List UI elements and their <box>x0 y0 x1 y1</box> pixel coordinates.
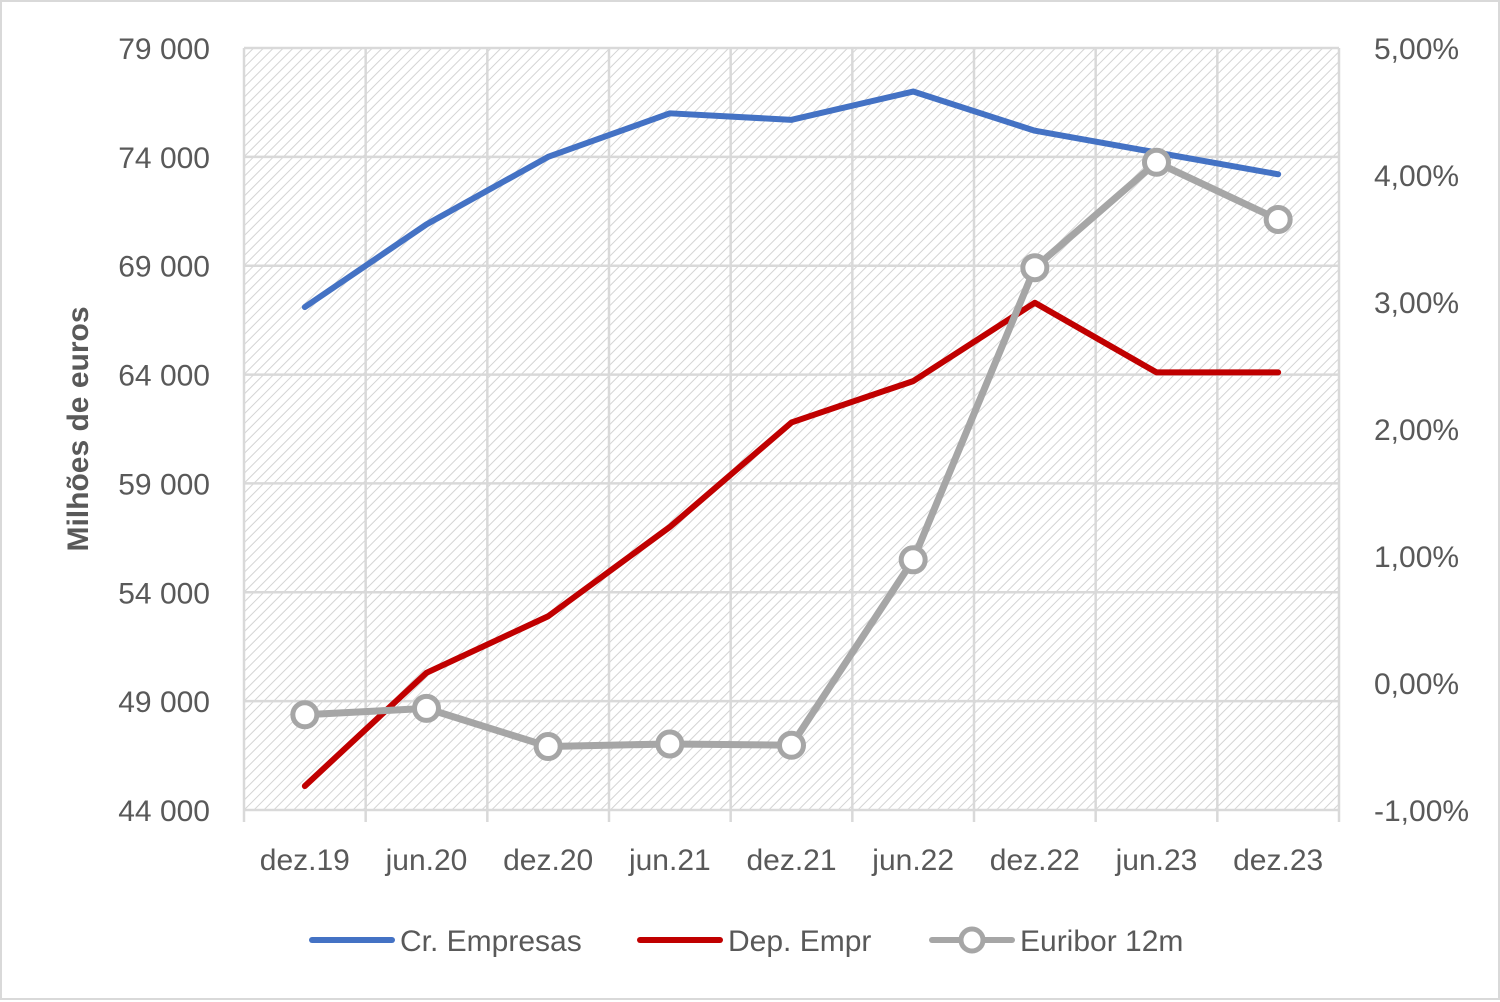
data-point-euribor-12m <box>1142 147 1171 177</box>
x-tick-label: jun.20 <box>385 844 468 877</box>
x-tick-label: jun.23 <box>1115 844 1198 877</box>
data-point-euribor-12m <box>655 729 685 759</box>
y2-tick-label: 4,00% <box>1374 160 1459 193</box>
plot-area <box>244 48 1339 810</box>
legend-label-dep-empr: Dep. Empr <box>728 925 871 958</box>
data-point-euribor-12m <box>533 732 563 761</box>
data-point-euribor-12m <box>412 693 441 723</box>
y-tick-label: 59 000 <box>118 468 210 501</box>
data-point-euribor-12m <box>1020 253 1050 283</box>
y2-tick-label: 0,00% <box>1374 668 1459 701</box>
x-tick-label: jun.22 <box>871 844 954 877</box>
legend-marker-euribor-12m <box>958 926 986 954</box>
x-tick-label: dez.22 <box>990 844 1080 877</box>
x-tick-label: dez.20 <box>503 844 593 877</box>
x-tick-label: dez.23 <box>1233 844 1323 877</box>
y2-tick-label: 5,00% <box>1374 33 1459 66</box>
y-tick-label: 49 000 <box>118 686 210 719</box>
legend-label-euribor-12m: Euribor 12m <box>1020 925 1183 958</box>
legend-label-cr-empresas: Cr. Empresas <box>400 925 582 958</box>
y2-tick-label: -1,00% <box>1374 795 1469 828</box>
data-point-euribor-12m <box>777 730 806 760</box>
x-tick-label: jun.21 <box>628 844 711 877</box>
y2-tick-label: 1,00% <box>1374 541 1459 574</box>
y2-tick-label: 3,00% <box>1374 287 1459 320</box>
data-point-euribor-12m <box>1263 204 1293 234</box>
y-tick-label: 79 000 <box>118 33 210 66</box>
y-tick-label: 44 000 <box>118 795 210 828</box>
x-tick-label: dez.19 <box>260 844 350 877</box>
y-tick-label: 69 000 <box>118 251 210 284</box>
series-line-dep-empr <box>301 299 1282 790</box>
x-tick-label: dez.21 <box>746 844 836 877</box>
y-tick-label: 74 000 <box>118 142 210 175</box>
y2-tick-label: 2,00% <box>1374 414 1459 447</box>
data-point-euribor-12m <box>290 700 320 730</box>
y-axis-title: Milhões de euros <box>62 306 95 551</box>
series-line-cr-empresas <box>301 88 1282 311</box>
data-point-euribor-12m <box>898 545 928 575</box>
y-tick-label: 54 000 <box>118 577 210 610</box>
y-tick-label: 64 000 <box>118 360 210 393</box>
